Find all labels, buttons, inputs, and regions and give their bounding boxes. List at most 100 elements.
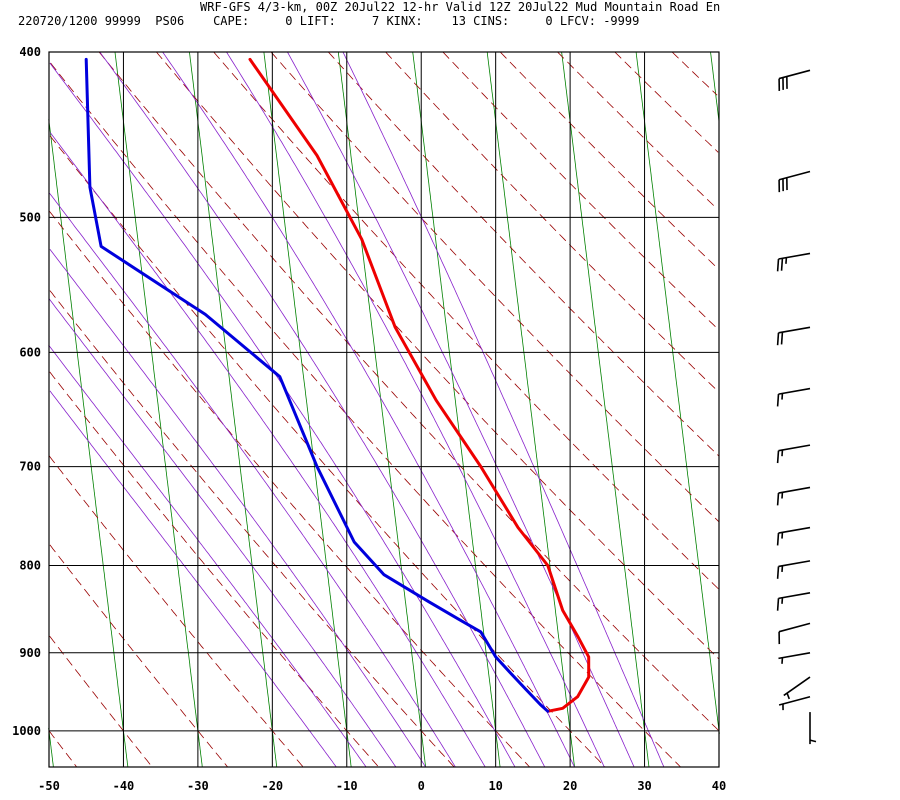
wind-barb [776, 486, 811, 506]
wind-barb [809, 712, 817, 745]
wind-barb-staff [778, 592, 811, 600]
wind-barb-staff [778, 486, 811, 494]
x-tick-label: -20 [261, 779, 283, 793]
wind-barb-staff [778, 526, 811, 534]
wind-barb-staff [778, 444, 811, 452]
y-tick-label: 1000 [12, 724, 41, 738]
moist-adiabat-line [49, 132, 486, 768]
wind-barb-staff [778, 622, 811, 633]
isotherm-line [114, 51, 203, 768]
dry-adiabat-line [385, 51, 718, 392]
dry-adiabat-line [49, 135, 606, 768]
wind-barb [776, 444, 811, 464]
header-indices: 220720/1200 99999 PS06 CAPE: 0 LIFT: 7 K… [18, 14, 640, 28]
isotherm-line [48, 119, 129, 768]
moist-adiabat-line [226, 51, 605, 768]
dry-adiabat-line [614, 51, 719, 153]
y-tick-label: 700 [19, 460, 41, 474]
wind-barb-staff [778, 170, 811, 181]
moist-adiabat-line [49, 248, 426, 768]
wind-barb [783, 676, 811, 700]
x-tick-label: 20 [563, 779, 577, 793]
dry-adiabat-line [49, 211, 530, 768]
dry-adiabat-line [557, 51, 717, 209]
y-tick-label: 500 [19, 210, 41, 224]
wind-barb [778, 622, 811, 645]
wind-barb-flag [776, 258, 780, 272]
wind-barb-staff [778, 326, 811, 334]
wind-barb [776, 252, 811, 272]
wind-barb [776, 592, 811, 611]
y-tick-label: 800 [19, 559, 41, 573]
wind-barb-staff [778, 252, 811, 260]
wind-barb-flag [776, 566, 780, 579]
header-title: WRF-GFS 4/3-km, 00Z 20Jul22 12-hr Valid … [200, 0, 721, 14]
wind-barb-flag [780, 258, 784, 271]
wind-barb-staff [778, 387, 811, 395]
wind-barb-staff [778, 560, 811, 568]
moist-adiabat-line [49, 62, 516, 768]
wind-barb-flag [780, 332, 784, 345]
y-tick-label: 600 [19, 345, 41, 359]
x-tick-label: -40 [113, 779, 135, 793]
wind-barb [776, 560, 811, 579]
wind-barb [776, 387, 811, 407]
x-tick-label: 10 [488, 779, 502, 793]
plot-frame [48, 51, 720, 768]
wind-barb-flag [776, 492, 780, 506]
dry-adiabat-line [270, 51, 720, 522]
wind-barb [778, 652, 811, 664]
x-tick-label: 0 [418, 779, 425, 793]
x-tick-label: -30 [187, 779, 209, 793]
background-lines [48, 51, 720, 768]
wind-barb [776, 326, 811, 346]
moist-adiabat-line [99, 51, 546, 768]
wind-barb [776, 526, 811, 546]
isotherm-line [412, 51, 501, 768]
wind-barb-flag [776, 450, 780, 464]
dry-adiabat-line [50, 62, 681, 768]
grid [48, 51, 720, 767]
dry-adiabat-line [49, 635, 153, 768]
wind-barb-staff [778, 69, 811, 80]
moist-adiabat-line [49, 192, 456, 768]
isotherm-line [337, 51, 426, 768]
moist-adiabat-line [48, 344, 367, 768]
y-tick-label: 400 [19, 45, 41, 59]
wind-barb-flag [776, 332, 780, 346]
isotherm-line [635, 51, 720, 734]
x-tick-label: -50 [38, 779, 60, 793]
wind-barb-flag [776, 533, 780, 546]
isotherm-line [710, 51, 720, 123]
wind-barb [778, 170, 811, 193]
dry-adiabat-line [213, 51, 720, 590]
dry-adiabat-line [156, 51, 720, 660]
wind-barb-staff [778, 695, 811, 706]
temperature-profile [248, 57, 591, 713]
dry-adiabat-line [49, 544, 229, 768]
isotherm-line [561, 51, 650, 768]
moist-adiabat-line [49, 390, 337, 768]
wind-barb-flag [776, 598, 780, 611]
dry-adiabat-line [49, 371, 379, 768]
dry-adiabat-line [49, 290, 455, 768]
moist-adiabat-line [342, 51, 665, 768]
isotherm-line [486, 51, 575, 768]
isotherm-line [189, 51, 278, 768]
wind-barb-flag [809, 739, 817, 743]
wind-barb-flag [786, 692, 791, 700]
dry-adiabat-line [48, 455, 304, 768]
y-tick-label: 900 [19, 646, 41, 660]
x-tick-label: -10 [336, 779, 358, 793]
wind-barb-staff [783, 676, 811, 697]
moist-adiabat-line [287, 51, 635, 768]
dry-adiabat-line [671, 51, 718, 96]
wind-barb [778, 695, 811, 711]
dry-adiabat-line [499, 51, 719, 270]
wind-barb-flag [776, 394, 780, 407]
x-tick-label: 30 [637, 779, 651, 793]
x-tick-label: 40 [712, 779, 726, 793]
wind-barb-staff [778, 652, 811, 660]
isotherm-line [263, 51, 352, 768]
